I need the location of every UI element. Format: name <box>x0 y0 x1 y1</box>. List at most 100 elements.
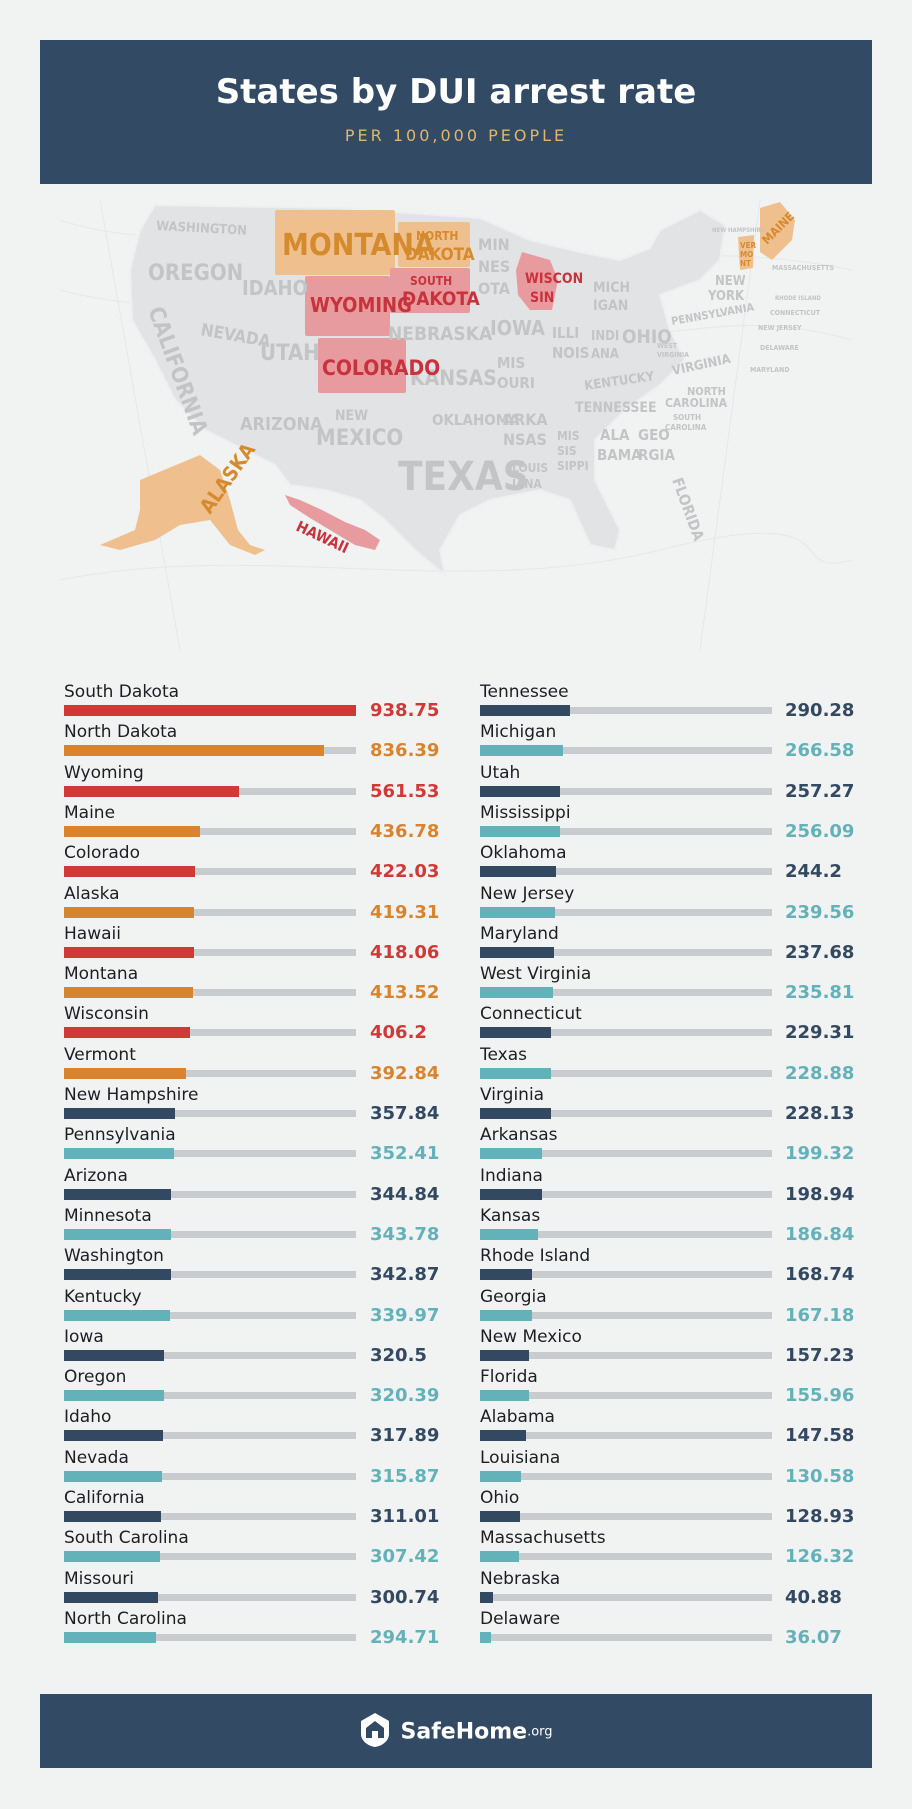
bar <box>64 1592 158 1603</box>
bar-track <box>480 1392 772 1399</box>
bar-track <box>480 1271 772 1278</box>
label-illinois-2: NOIS <box>552 344 590 362</box>
bar-row: Maryland 237.68 <box>480 922 865 963</box>
bar-row: California 311.01 <box>64 1486 450 1527</box>
bar-track <box>480 949 772 956</box>
bar-label: California <box>64 1488 145 1508</box>
bar <box>64 1027 190 1038</box>
colorado-shape <box>318 338 406 393</box>
bar-value-label: 228.13 <box>785 1103 855 1124</box>
bar-row: Massachusetts 126.32 <box>480 1526 865 1567</box>
bar-label: Oklahoma <box>480 843 567 863</box>
label-utah: UTAH <box>260 341 320 366</box>
bar-track <box>480 1432 772 1439</box>
bar-label: Vermont <box>64 1045 136 1065</box>
bar <box>480 1592 493 1603</box>
montana-shape <box>275 210 395 275</box>
bar-value-label: 413.52 <box>370 982 440 1003</box>
label-wyoming: WYOMING <box>310 293 412 317</box>
bar-value-label: 235.81 <box>785 982 855 1003</box>
bar-value-label: 352.41 <box>370 1143 440 1164</box>
bar-label: South Carolina <box>64 1528 189 1548</box>
bar-track <box>480 1553 772 1560</box>
bar-track <box>64 1432 356 1439</box>
label-new-jersey: NEW JERSEY <box>758 324 802 332</box>
bar <box>64 1269 171 1280</box>
label-georgia-1: GEO <box>638 426 670 444</box>
label-pennsylvania: PENNSYLVANIA <box>670 301 755 328</box>
bar-label: Delaware <box>480 1609 561 1629</box>
bar-value-label: 317.89 <box>370 1425 440 1446</box>
bar-track <box>480 1634 772 1641</box>
footer-banner: SafeHome.org <box>40 1694 872 1768</box>
page-title: States by DUI arrest rate <box>215 72 697 112</box>
bar-value-label: 126.32 <box>785 1546 855 1567</box>
bar-value-label: 186.84 <box>785 1224 855 1245</box>
bar-value-label: 315.87 <box>370 1466 440 1487</box>
bar-track <box>64 1553 356 1560</box>
bar-row: Delaware 36.07 <box>480 1607 865 1648</box>
bar-track <box>64 1594 356 1601</box>
bar <box>480 1511 520 1522</box>
bar <box>480 947 554 958</box>
bar-track <box>64 1231 356 1238</box>
label-new-mexico-1: NEW <box>335 408 368 424</box>
bar-value-label: 147.58 <box>785 1425 855 1446</box>
label-north-carolina-2: CAROLINA <box>665 396 728 410</box>
bar-value-label: 155.96 <box>785 1385 855 1406</box>
label-connecticut: CONNECTICUT <box>770 309 821 317</box>
bar-value-label: 168.74 <box>785 1264 855 1285</box>
bar <box>480 1148 542 1159</box>
bar-label: Ohio <box>480 1488 520 1508</box>
bar-label: Wyoming <box>64 763 144 783</box>
bar <box>64 1430 163 1441</box>
label-iowa: IOWA <box>490 316 545 340</box>
bar-track <box>480 1594 772 1601</box>
bar-row: Tennessee 290.28 <box>480 680 865 721</box>
bar-track <box>64 1070 356 1077</box>
bar-label: Minnesota <box>64 1206 152 1226</box>
bar-row: Vermont 392.84 <box>64 1043 450 1084</box>
bar-value-label: 300.74 <box>370 1587 440 1608</box>
bar-row: Nevada 315.87 <box>64 1446 450 1487</box>
label-maryland: MARYLAND <box>750 366 790 374</box>
label-idaho: IDAHO <box>242 276 308 300</box>
bar-value-label: 339.97 <box>370 1305 440 1326</box>
bar-label: Indiana <box>480 1166 543 1186</box>
label-michigan-2: IGAN <box>593 298 628 314</box>
bar-value-label: 256.09 <box>785 821 855 842</box>
bar-track <box>64 1312 356 1319</box>
bar <box>64 987 193 998</box>
bar-value-label: 344.84 <box>370 1184 440 1205</box>
bar <box>64 826 200 837</box>
footer-brand: SafeHome <box>400 1719 528 1745</box>
bar-value-label: 343.78 <box>370 1224 440 1245</box>
bar-row: Missouri 300.74 <box>64 1567 450 1608</box>
bar <box>480 987 553 998</box>
bar-row: Ohio 128.93 <box>480 1486 865 1527</box>
label-north-dakota-2: DAKOTA <box>405 245 475 265</box>
bar <box>64 1350 164 1361</box>
bar-label: North Carolina <box>64 1609 187 1629</box>
label-new-hampshire: NEW HAMPSHIRE <box>712 227 765 234</box>
label-mississippi-3: SIPPI <box>557 459 589 473</box>
south-dakota-shape <box>390 268 470 313</box>
bar-label: New Jersey <box>480 884 575 904</box>
bar-value-label: 290.28 <box>785 700 855 721</box>
bar-row: New Hampshire 357.84 <box>64 1083 450 1124</box>
bar-track <box>64 909 356 916</box>
label-north-dakota-1: NORTH <box>416 229 458 243</box>
label-louisiana-2: IANA <box>512 477 542 491</box>
bar <box>480 1632 491 1643</box>
label-north-carolina-1: NORTH <box>687 385 726 398</box>
bar-label: Florida <box>480 1367 538 1387</box>
bar-value-label: 307.42 <box>370 1546 440 1567</box>
bar-row: Nebraska 40.88 <box>480 1567 865 1608</box>
bar-track <box>480 828 772 835</box>
bar-track <box>64 949 356 956</box>
bar-row: Rhode Island 168.74 <box>480 1244 865 1285</box>
label-ohio: OHIO <box>622 326 672 348</box>
bar <box>64 1068 186 1079</box>
bar-track <box>480 1110 772 1117</box>
bar <box>64 705 356 716</box>
